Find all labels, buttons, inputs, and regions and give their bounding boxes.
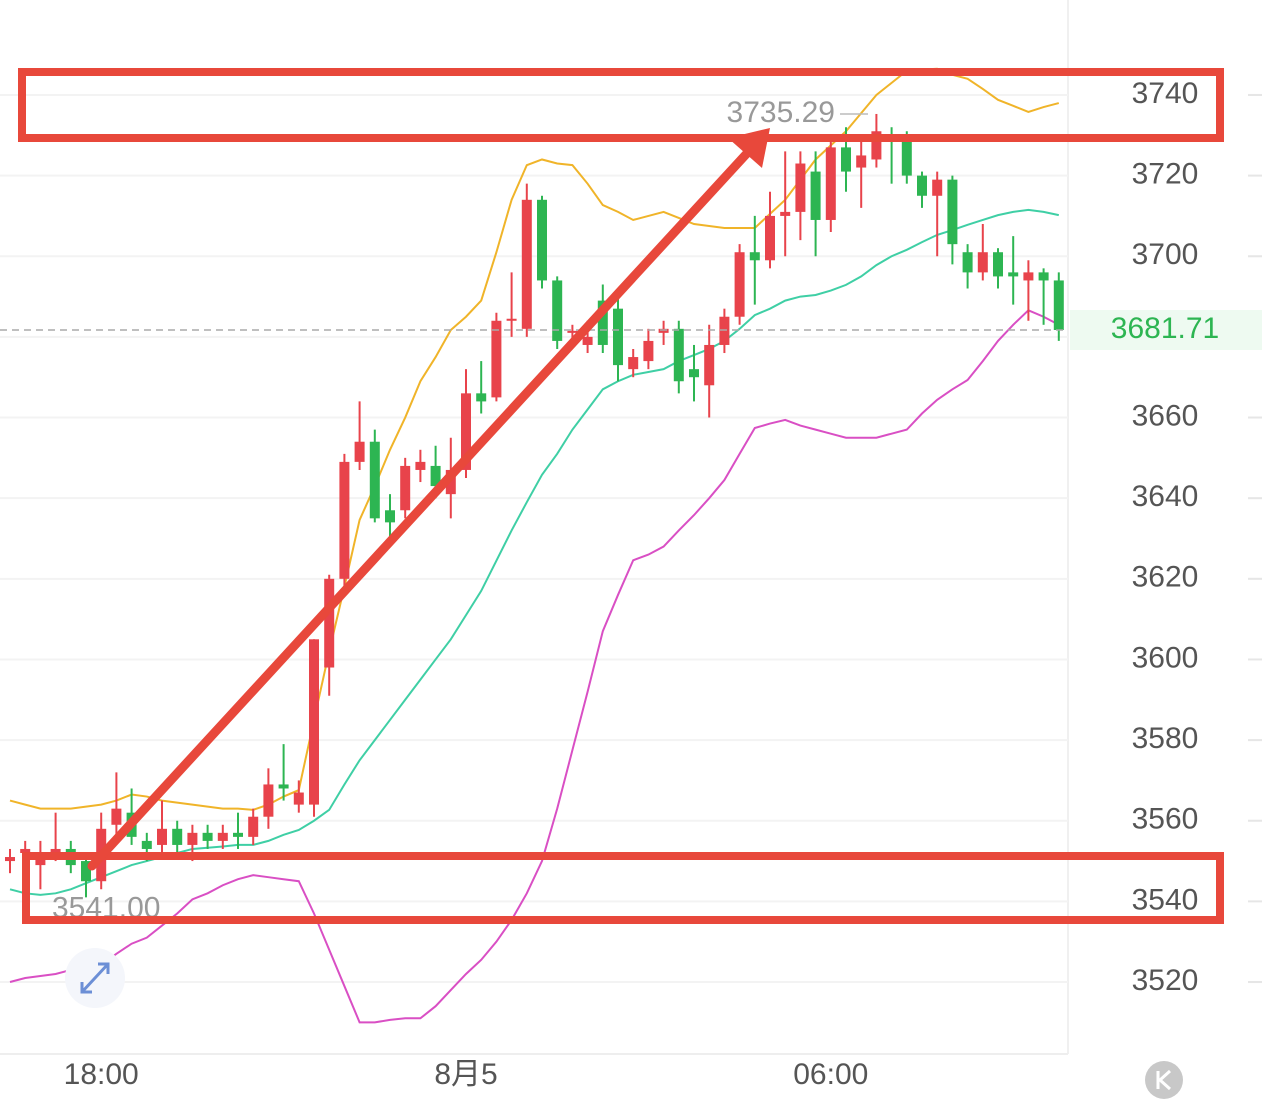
candle-body [1038,272,1049,281]
y-tick-label: 3540 [1132,883,1199,916]
y-tick-label: 3720 [1132,158,1199,191]
candle-body [658,328,669,333]
y-tick-label: 3560 [1132,803,1199,836]
y-tick-label: 3660 [1132,399,1199,432]
candle-body [901,139,912,176]
candle-body [415,461,426,470]
candle-body [430,465,441,487]
high-label: 3735.29 [727,96,835,129]
k-button[interactable] [1145,1061,1183,1099]
candle-body [309,639,319,805]
candle-body [1008,272,1019,277]
candle-body [506,318,517,321]
candle-body [20,848,31,853]
y-tick-label: 3740 [1132,77,1199,110]
resistance-box [18,68,1224,142]
candle-body [734,252,745,317]
candle-body [461,393,471,470]
candle-body [932,179,943,196]
candle-body [141,840,152,849]
candle-body [1023,272,1034,281]
candle-body [233,832,243,837]
band-line [9,309,1060,1024]
candle-body [187,832,198,845]
y-tick-label: 3640 [1132,480,1199,513]
candle-body [749,252,760,261]
candle-body [324,578,335,668]
support-box [22,852,1224,924]
candle-body [689,369,699,378]
candle-body [567,330,578,333]
candle-body [856,155,867,168]
candle-body [278,784,289,789]
candle-body [977,252,988,273]
candle-body [993,252,1003,277]
x-tick-label: 18:00 [64,1058,139,1091]
candle-body [385,510,395,523]
last-price-tag-bg [1070,309,1262,350]
candle-body [582,336,593,345]
y-tick-label: 3580 [1132,722,1199,755]
candle-body [111,808,122,825]
candle-body [871,131,882,160]
candle-body [1053,280,1064,330]
candle-body [810,171,821,220]
candle-body [628,357,639,370]
candle-body [719,316,730,345]
candle-body [172,828,183,845]
candle-body [476,393,487,402]
band-lines [9,67,1060,1024]
labels: 3520354035603580360036203640366036803700… [0,77,1262,1091]
candle-body [248,816,259,837]
band-line [9,67,1060,811]
x-tick-label: 06:00 [793,1058,868,1091]
candle-body [795,163,806,212]
candle-body [217,832,228,841]
expand-icon[interactable] [65,948,125,1008]
candle-body [537,199,547,281]
k-button-bg[interactable] [1145,1061,1183,1099]
trend-arrow-head [728,128,770,168]
candle-body [780,211,791,216]
candle-body [263,784,274,817]
candle-body [5,857,15,862]
candle-body [369,441,380,519]
grid [0,93,1262,984]
y-tick-label: 3520 [1132,964,1199,997]
candle-body [643,340,654,362]
candle-body [947,179,958,245]
candle-body [50,848,61,853]
candle-body [613,308,623,366]
candle-body [81,861,91,882]
candle-body [157,828,167,845]
candle-body [917,175,927,196]
band-line [9,208,1060,896]
y-tick-label: 3620 [1132,561,1199,594]
expand-icon-glyph [80,962,110,994]
candle-body [202,832,213,841]
trend-arrow [87,145,755,871]
candle-body [962,252,973,273]
k-button-glyph [1156,1069,1172,1091]
candle-body [400,465,411,511]
candle-body [293,792,304,805]
x-tick-label: 8月5 [434,1058,497,1091]
candle-body [521,199,532,329]
candle-body [339,461,350,579]
candle-body [491,320,502,398]
last-price-label: 3681.71 [1111,312,1219,345]
candle-body [354,441,365,462]
candle-body [825,147,836,220]
y-tick-label: 3600 [1132,641,1199,674]
candle-body [841,147,851,172]
candle-body [704,344,715,386]
candle-body [765,215,775,261]
candle-body [673,328,684,382]
candle-body [552,280,563,341]
candle-body [597,300,608,345]
y-tick-label: 3700 [1132,238,1199,271]
